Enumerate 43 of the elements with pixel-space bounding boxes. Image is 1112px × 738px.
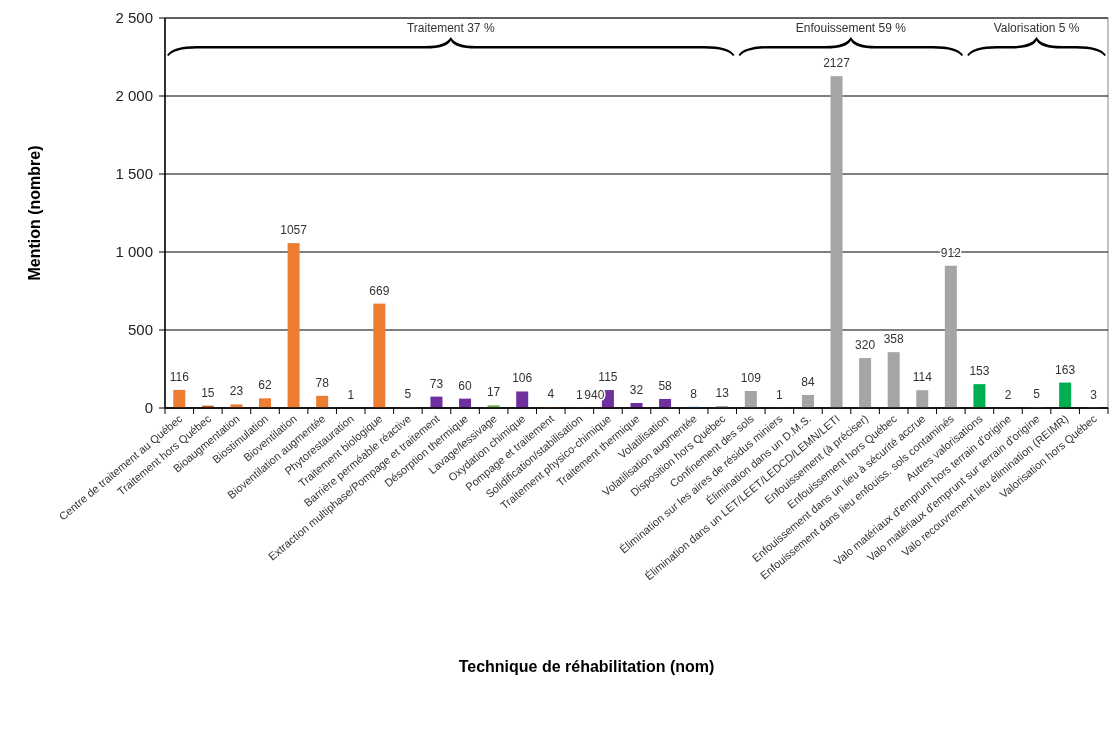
y-tick-label: 1 500 — [115, 165, 153, 183]
data-label: 23 — [229, 384, 244, 399]
data-label: 669 — [369, 283, 390, 298]
data-label: 114 — [912, 370, 933, 385]
data-label: 32 — [629, 383, 644, 398]
data-label: 1 — [347, 387, 355, 402]
data-label: 115 — [598, 370, 618, 385]
y-tick-label: 500 — [127, 321, 153, 339]
data-label: 116 — [169, 369, 190, 384]
annotation: Valorisation 5 % — [993, 21, 1080, 35]
y-tick-label: 2 000 — [115, 87, 153, 105]
data-label: 109 — [740, 371, 762, 385]
data-label: 3 — [1090, 387, 1098, 402]
data-label: 58 — [658, 378, 673, 393]
data-label: 1057 — [280, 223, 308, 238]
data-label: 62 — [258, 378, 273, 393]
data-label: 73 — [429, 376, 444, 391]
data-label: 4 — [547, 387, 555, 402]
y-tick-label: 2 500 — [115, 9, 153, 27]
y-axis-title: Mention (nombre) — [26, 145, 43, 281]
annotation: Traitement 37 % — [406, 21, 495, 35]
data-label: 17 — [486, 385, 501, 400]
data-label: 2127 — [823, 56, 851, 71]
data-label: 153 — [969, 364, 990, 379]
y-tick-label: 0 — [144, 399, 153, 417]
data-label: 2 — [1004, 387, 1012, 402]
data-label: 106 — [512, 371, 533, 386]
data-label: 5 — [404, 387, 412, 402]
annotation: Enfouissement 59 % — [795, 21, 907, 35]
data-label: 5 — [1033, 387, 1041, 402]
data-label: 163 — [1055, 362, 1076, 377]
data-label: 8 — [690, 386, 698, 401]
data-label: 60 — [458, 378, 473, 393]
data-label: 78 — [315, 375, 330, 390]
data-label: 358 — [883, 332, 905, 347]
data-label: 1 — [776, 387, 784, 402]
data-label: 13 — [715, 385, 730, 400]
y-tick-label: 1 000 — [115, 243, 153, 261]
data-label: 84 — [801, 374, 815, 389]
data-label: 15 — [201, 385, 215, 400]
data-label: 1 — [576, 387, 583, 402]
data-label: 320 — [855, 338, 876, 353]
x-axis-title: Technique de réhabilitation (nom) — [458, 658, 715, 675]
